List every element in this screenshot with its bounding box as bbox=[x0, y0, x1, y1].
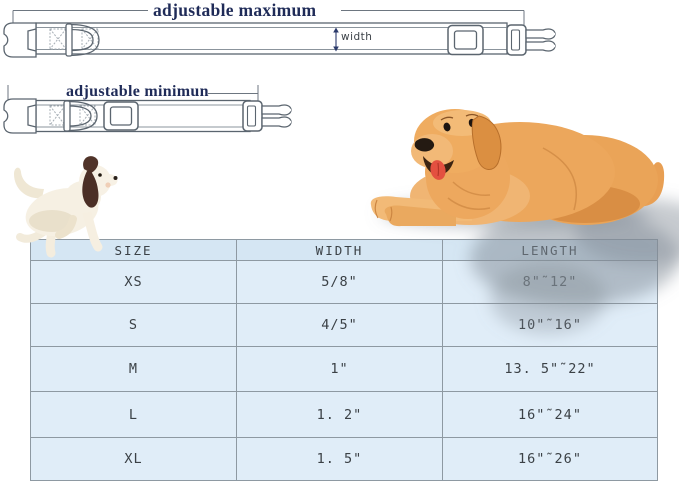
cell-width: 4/5" bbox=[236, 303, 443, 347]
puppy-head bbox=[79, 165, 111, 197]
cell-length: 10"˜16" bbox=[442, 303, 658, 347]
cell-width: 1" bbox=[236, 346, 443, 392]
cell-length: 16"˜26" bbox=[442, 437, 658, 481]
slider-max bbox=[447, 24, 484, 56]
dog-torso bbox=[425, 122, 615, 222]
dog-tongue bbox=[430, 160, 446, 180]
puppy-nose bbox=[113, 176, 118, 180]
adjustable-minimum-label: adjustable minimun bbox=[66, 83, 209, 100]
cell-size: XS bbox=[30, 260, 237, 304]
dog-body-group bbox=[370, 109, 665, 227]
cell-length: 16"˜24" bbox=[442, 391, 658, 438]
buckle-female-min bbox=[3, 98, 37, 134]
buckle-female-max bbox=[3, 22, 37, 58]
table-row: M 1" 13. 5"˜22" bbox=[30, 346, 658, 392]
cell-size: XL bbox=[30, 437, 237, 481]
table-row: XS 5/8" 8"˜12" bbox=[30, 260, 658, 304]
d-ring-max bbox=[65, 23, 100, 57]
strap-min bbox=[35, 99, 251, 133]
column-header-size: SIZE bbox=[30, 239, 237, 261]
dog-front-leg bbox=[370, 196, 472, 222]
width-label: width bbox=[341, 31, 373, 43]
stitch-boxes-min bbox=[49, 105, 96, 126]
d-ring-min bbox=[63, 100, 98, 132]
puppy-body bbox=[25, 187, 99, 237]
table-row: L 1. 2" 16"˜24" bbox=[30, 391, 658, 438]
collar-diagrams bbox=[3, 10, 556, 134]
buckle-male-max bbox=[506, 24, 556, 56]
dog-eye bbox=[468, 118, 476, 128]
cell-width: 1. 5" bbox=[236, 437, 443, 481]
dog-nose bbox=[414, 138, 435, 152]
column-header-length: LENGTH bbox=[442, 239, 658, 261]
dog-mouth bbox=[423, 156, 454, 176]
puppy-ear-upright bbox=[83, 156, 99, 173]
cell-length: 8"˜12" bbox=[442, 260, 658, 304]
dog-haunch bbox=[512, 135, 658, 225]
dog-ear bbox=[471, 115, 502, 170]
column-header-width: WIDTH bbox=[236, 239, 443, 261]
strap-max bbox=[35, 22, 508, 55]
table-row: XL 1. 5" 16"˜26" bbox=[30, 437, 658, 481]
puppy-eye bbox=[98, 173, 102, 177]
cell-width: 1. 2" bbox=[236, 391, 443, 438]
dog-head bbox=[414, 109, 496, 173]
dog-muzzle bbox=[411, 134, 453, 168]
cell-length: 13. 5"˜22" bbox=[442, 346, 658, 392]
stitch-boxes-max bbox=[49, 28, 99, 50]
puppy-ear-floppy bbox=[82, 170, 99, 208]
width-arrow bbox=[333, 27, 339, 52]
cell-width: 5/8" bbox=[236, 260, 443, 304]
dog-tail bbox=[613, 162, 665, 207]
cell-size: S bbox=[30, 303, 237, 347]
slider-min bbox=[103, 101, 139, 131]
buckle-male-min bbox=[242, 100, 292, 132]
cell-size: M bbox=[30, 346, 237, 392]
table-row: S 4/5" 10"˜16" bbox=[30, 303, 658, 347]
table-header-row: SIZE WIDTH LENGTH bbox=[30, 239, 658, 261]
puppy-tail bbox=[14, 167, 44, 199]
cell-size: L bbox=[30, 391, 237, 438]
size-chart-table: SIZE WIDTH LENGTH XS 5/8" 8"˜12" S 4/5" … bbox=[30, 239, 658, 481]
adjustable-maximum-label: adjustable maximum bbox=[153, 0, 317, 20]
dog-eye bbox=[443, 122, 451, 132]
